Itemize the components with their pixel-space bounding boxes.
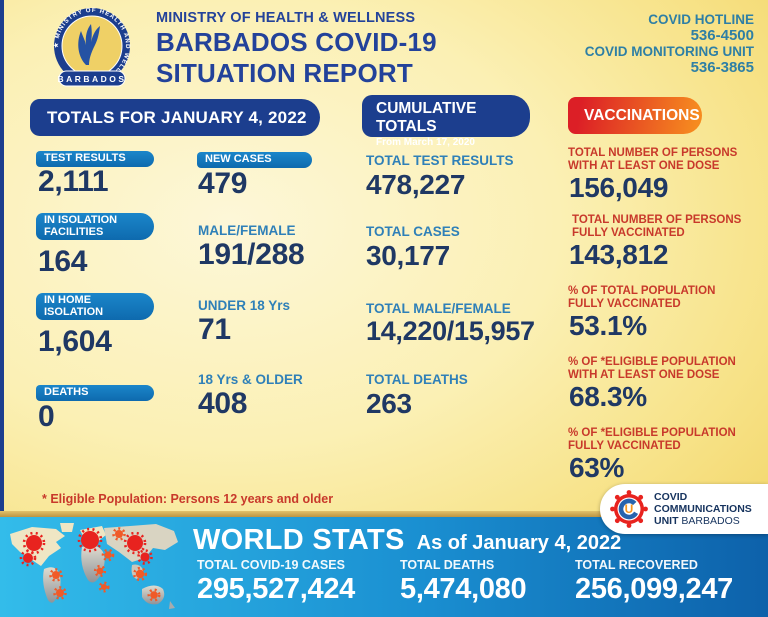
pct-eligible-one-dose-label: % OF *ELIGIBLE POPULATION WITH AT LEAST …: [568, 356, 736, 381]
test-results-pill: TEST RESULTS: [36, 151, 154, 167]
virus-hotspots: [19, 527, 161, 602]
total-male-female-value: 14,220/15,957: [366, 316, 535, 346]
over-18-value: 408: [198, 387, 248, 420]
new-cases-pill: NEW CASES: [197, 152, 312, 168]
world-recovered-stat: TOTAL RECOVERED 256,099,247: [575, 558, 733, 606]
one-dose-value: 156,049: [569, 172, 669, 203]
report-title-line2: SITUATION REPORT: [156, 58, 413, 88]
world-deaths-label: TOTAL DEATHS: [400, 558, 495, 572]
cumulative-title: CUMULATIVE TOTALS: [376, 100, 477, 135]
home-isolation-value: 1,604: [38, 325, 112, 358]
isolation-facilities-pill: IN ISOLATION FACILITIES: [36, 213, 154, 240]
test-results-value: 2,111: [38, 165, 109, 198]
home-isolation-pill: IN HOME ISOLATION: [36, 293, 154, 320]
world-stats-bar: WORLD STATS As of January 4, 2022 TOTAL …: [0, 517, 768, 617]
world-cases-value: 295,527,424: [197, 573, 355, 605]
total-male-female-label: TOTAL MALE/FEMALE: [366, 301, 511, 316]
virus-icon: U: [610, 490, 648, 528]
total-deaths-label: TOTAL DEATHS: [366, 372, 468, 387]
covid-communications-unit-logo: U COVID COMMUNICATIONS UNIT BARBADOS: [600, 484, 768, 534]
ccu-center-letter: U: [625, 502, 634, 516]
hotline-number: 536-4500: [690, 27, 754, 44]
report-title-block: MINISTRY OF HEALTH & WELLNESS BARBADOS C…: [156, 10, 437, 88]
male-female-value: 191/288: [198, 238, 305, 271]
pct-total-fully-value: 53.1%: [569, 310, 647, 341]
hotline-label: COVID HOTLINE: [648, 12, 754, 27]
seal-banner-text: BARBADOS: [57, 74, 126, 84]
gold-divider: [0, 511, 768, 517]
deaths-pill: DEATHS: [36, 385, 154, 401]
daily-totals-header: TOTALS FOR JANUARY 4, 2022: [30, 99, 320, 136]
pct-eligible-fully-value: 63%: [569, 452, 625, 483]
monitoring-unit-label: COVID MONITORING UNIT: [584, 44, 754, 59]
contact-numbers: COVID HOTLINE 536-4500 COVID MONITORING …: [585, 12, 754, 76]
ministry-name: MINISTRY OF HEALTH & WELLNESS: [156, 10, 416, 26]
one-dose-label: TOTAL NUMBER OF PERSONS WITH AT LEAST ON…: [568, 147, 738, 172]
total-deaths-value: 263: [366, 388, 412, 419]
world-recovered-label: TOTAL RECOVERED: [575, 558, 698, 572]
world-recovered-value: 256,099,247: [575, 573, 733, 605]
eligible-population-footnote: * Eligible Population: Persons 12 years …: [42, 492, 334, 506]
world-deaths-value: 5,474,080: [400, 573, 527, 605]
pct-eligible-one-dose-value: 68.3%: [569, 381, 647, 412]
vaccinations-header: VACCINATIONS: [568, 97, 702, 134]
cumulative-totals-header: CUMULATIVE TOTALS From March 17, 2020: [362, 95, 530, 148]
ccu-line2: COMMUNICATIONS: [654, 503, 752, 515]
world-cases-stat: TOTAL COVID-19 CASES 295,527,424: [197, 558, 355, 606]
ccu-line1: COVID: [654, 491, 688, 503]
world-cases-label: TOTAL COVID-19 CASES: [197, 558, 345, 572]
world-stats-asof: As of January 4, 2022: [416, 532, 622, 554]
world-map-icon: [10, 523, 178, 609]
world-deaths-stat: TOTAL DEATHS 5,474,080: [400, 558, 527, 606]
male-female-label: MALE/FEMALE: [198, 223, 296, 238]
under-18-label: UNDER 18 Yrs: [198, 298, 291, 313]
ministry-seal-icon: ★ MINISTRY OF HEALTH AND WELLNESS ★ BARB…: [46, 5, 130, 87]
deaths-value: 0: [38, 400, 55, 433]
ccu-line3: UNIT BARBADOS: [654, 515, 740, 527]
cumulative-subtitle: From March 17, 2020: [376, 137, 475, 148]
pct-total-fully-label: % OF TOTAL POPULATION FULLY VACCINATED: [568, 285, 716, 310]
report-title-line1: BARBADOS COVID-19: [156, 27, 437, 57]
under-18-value: 71: [198, 313, 231, 346]
total-test-results-value: 478,227: [366, 169, 466, 200]
over-18-label: 18 Yrs & OLDER: [198, 372, 303, 387]
left-edge-strip: [0, 0, 4, 515]
ccu-text-block: COVID COMMUNICATIONS UNIT BARBADOS: [654, 491, 752, 527]
isolation-facilities-value: 164: [38, 245, 88, 278]
fully-vaccinated-value: 143,812: [569, 239, 669, 270]
pct-eligible-fully-label: % OF *ELIGIBLE POPULATION FULLY VACCINAT…: [568, 427, 736, 452]
total-test-results-label: TOTAL TEST RESULTS: [366, 153, 514, 168]
total-cases-label: TOTAL CASES: [366, 224, 460, 239]
total-cases-value: 30,177: [366, 240, 450, 271]
world-stats-title: WORLD STATS: [193, 524, 405, 556]
hands-icon: [78, 24, 100, 65]
new-cases-value: 479: [198, 167, 248, 200]
monitoring-unit-number: 536-3865: [690, 59, 754, 76]
world-stats-heading: WORLD STATS As of January 4, 2022: [193, 524, 621, 557]
fully-vaccinated-label: TOTAL NUMBER OF PERSONS FULLY VACCINATED: [572, 214, 742, 239]
